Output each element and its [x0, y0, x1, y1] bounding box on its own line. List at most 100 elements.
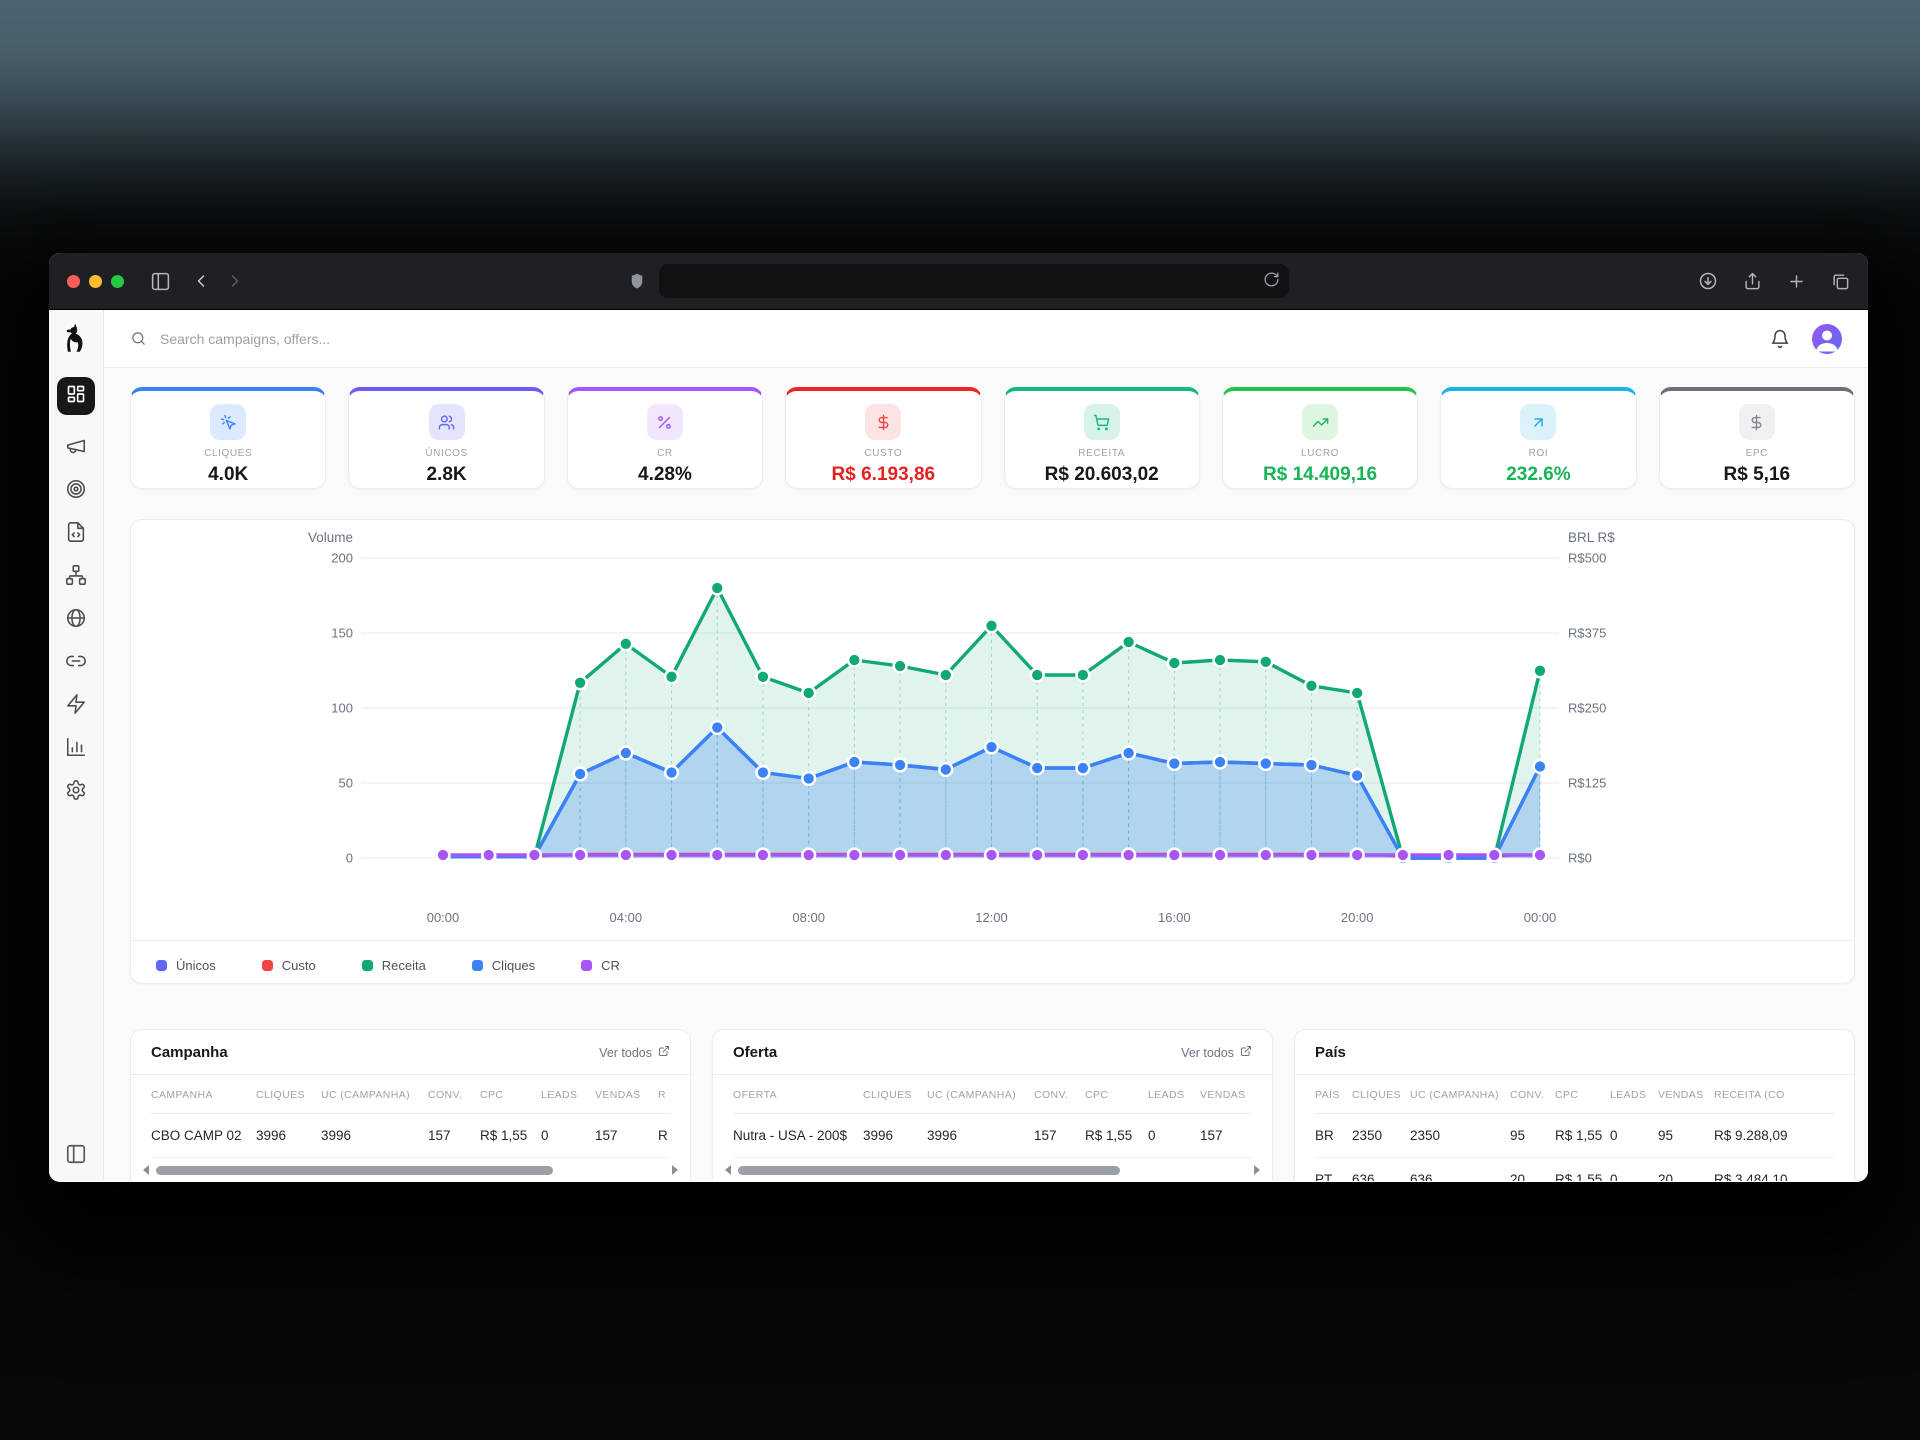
sidebar-toggle-icon[interactable]	[150, 271, 171, 292]
point-cr[interactable]	[983, 847, 1000, 863]
new-tab-icon[interactable]	[1787, 272, 1806, 291]
point-cr[interactable]	[1395, 847, 1411, 863]
point-receita[interactable]	[1258, 654, 1274, 670]
legend-item-custo[interactable]: Custo	[261, 958, 316, 973]
point-cliques[interactable]	[846, 754, 863, 770]
point-cliques[interactable]	[663, 764, 680, 781]
point-cr[interactable]	[755, 847, 771, 863]
point-cr[interactable]	[709, 847, 725, 863]
scroll-right-arrow[interactable]	[1254, 1165, 1260, 1175]
share-icon[interactable]	[1743, 272, 1762, 291]
point-cr[interactable]	[481, 847, 497, 863]
legend-item-cr[interactable]: CR	[581, 958, 620, 973]
sidebar-item-dashboard[interactable]	[57, 377, 95, 415]
point-receita[interactable]	[1303, 678, 1320, 694]
table-row[interactable]: BR 2350 2350 95 R$ 1,55 0 95 R$ 9.288,09	[1315, 1113, 1834, 1158]
point-cr[interactable]	[801, 847, 817, 863]
point-cliques[interactable]	[801, 770, 817, 787]
scroll-left-arrow[interactable]	[725, 1165, 731, 1175]
point-cliques[interactable]	[1303, 757, 1320, 773]
scroll-right-arrow[interactable]	[672, 1165, 678, 1175]
point-receita[interactable]	[572, 675, 588, 691]
legend-item-receita[interactable]: Receita	[361, 958, 426, 973]
sidebar-collapse-icon[interactable]	[65, 1143, 87, 1165]
point-receita[interactable]	[1166, 655, 1182, 671]
point-cliques[interactable]	[1212, 754, 1228, 770]
sidebar-item-landers[interactable]	[64, 521, 88, 546]
point-cr[interactable]	[1486, 847, 1502, 863]
sidebar-item-automation[interactable]	[64, 693, 88, 718]
point-receita[interactable]	[1075, 667, 1091, 683]
scrollbar-track[interactable]	[738, 1165, 1247, 1175]
point-cr[interactable]	[572, 847, 588, 863]
point-cr[interactable]	[1303, 847, 1320, 863]
point-cr[interactable]	[1166, 847, 1182, 863]
point-cliques[interactable]	[1120, 745, 1137, 761]
point-receita[interactable]	[892, 658, 908, 674]
user-avatar[interactable]	[1812, 323, 1842, 354]
ver-todos-link[interactable]: Ver todos	[599, 1045, 670, 1060]
point-cliques[interactable]	[938, 761, 954, 778]
point-cr[interactable]	[892, 847, 908, 863]
point-cliques[interactable]	[892, 757, 908, 773]
point-cr[interactable]	[1120, 847, 1137, 863]
ver-todos-link[interactable]: Ver todos	[1181, 1045, 1252, 1060]
point-cr[interactable]	[846, 847, 863, 863]
table-row[interactable]: CBO CAMP 02 3996 3996 157 R$ 1,55 0 157 R	[151, 1113, 670, 1158]
tabs-overview-icon[interactable]	[1831, 272, 1850, 291]
point-receita[interactable]	[983, 618, 1000, 634]
reload-icon[interactable]	[1263, 271, 1280, 288]
horizontal-scrollbar[interactable]	[131, 1158, 690, 1181]
downloads-icon[interactable]	[1698, 271, 1718, 291]
address-bar[interactable]	[659, 264, 1289, 298]
sidebar-item-domains[interactable]	[64, 608, 88, 632]
search-input[interactable]	[158, 329, 578, 348]
point-cr[interactable]	[938, 847, 954, 863]
point-cr[interactable]	[1532, 847, 1548, 863]
horizontal-scrollbar[interactable]	[713, 1158, 1272, 1181]
sidebar-item-flows[interactable]	[64, 564, 88, 589]
point-cr[interactable]	[1212, 847, 1228, 863]
point-receita[interactable]	[663, 669, 680, 685]
point-receita[interactable]	[1349, 685, 1365, 701]
table-row[interactable]: Nutra - USA - 200$ 3996 3996 157 R$ 1,55 0 157	[733, 1113, 1252, 1158]
point-receita[interactable]	[801, 685, 817, 701]
point-cr[interactable]	[1349, 847, 1365, 863]
point-cr[interactable]	[1440, 847, 1457, 863]
table-row[interactable]: PT 636 636 20 R$ 1,55 0 20 R$ 3.484,10	[1315, 1157, 1834, 1181]
close-button[interactable]	[67, 274, 80, 288]
shield-icon[interactable]	[628, 272, 646, 290]
zoom-button[interactable]	[111, 274, 124, 288]
point-cliques[interactable]	[1029, 760, 1045, 776]
point-receita[interactable]	[709, 580, 725, 596]
point-receita[interactable]	[1212, 652, 1228, 668]
point-cliques[interactable]	[572, 766, 588, 782]
point-cr[interactable]	[618, 847, 634, 863]
point-cr[interactable]	[1258, 847, 1274, 863]
point-receita[interactable]	[846, 652, 863, 668]
point-cr[interactable]	[1075, 847, 1091, 863]
point-receita[interactable]	[1120, 634, 1137, 650]
scrollbar-thumb[interactable]	[156, 1165, 554, 1175]
point-receita[interactable]	[755, 669, 771, 685]
point-cliques[interactable]	[1166, 755, 1182, 772]
legend-item-cliques[interactable]: Cliques	[471, 958, 535, 973]
point-cliques[interactable]	[1075, 760, 1091, 776]
point-cliques[interactable]	[1349, 767, 1365, 784]
minimize-button[interactable]	[89, 274, 102, 288]
legend-item-únicos[interactable]: Únicos	[156, 958, 216, 973]
scrollbar-track[interactable]	[156, 1165, 665, 1175]
point-receita[interactable]	[618, 636, 634, 652]
point-cr[interactable]	[435, 847, 451, 863]
scrollbar-thumb[interactable]	[738, 1165, 1120, 1175]
point-cliques[interactable]	[755, 764, 771, 781]
point-cliques[interactable]	[709, 719, 725, 736]
sidebar-item-settings[interactable]	[64, 779, 88, 804]
point-receita[interactable]	[1532, 663, 1548, 679]
back-icon[interactable]	[191, 271, 211, 291]
sidebar-item-campaigns[interactable]	[64, 436, 88, 460]
point-cliques[interactable]	[618, 745, 634, 761]
point-cr[interactable]	[663, 847, 680, 863]
sidebar-item-reports[interactable]	[64, 737, 88, 761]
point-cr[interactable]	[526, 847, 543, 863]
